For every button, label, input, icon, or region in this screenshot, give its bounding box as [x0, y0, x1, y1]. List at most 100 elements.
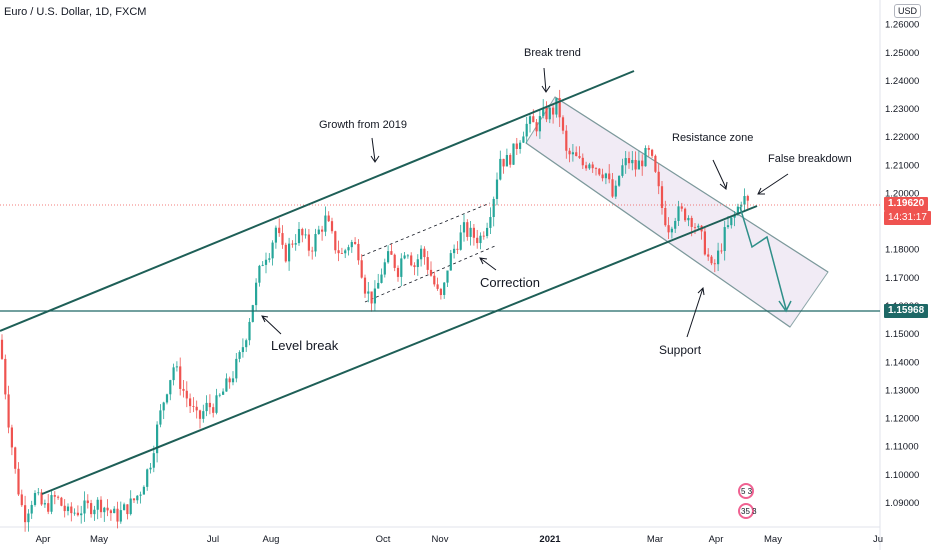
candle-body: [443, 282, 446, 295]
candle: [212, 403, 215, 418]
candle: [324, 206, 327, 237]
candle: [565, 125, 568, 159]
candle-body: [159, 410, 162, 425]
candle: [146, 468, 149, 491]
candle: [492, 196, 495, 227]
candle: [641, 154, 644, 176]
candle: [713, 259, 716, 273]
descending-channel-upper[interactable]: [554, 96, 829, 273]
candle: [142, 485, 145, 495]
candle-body: [258, 265, 261, 283]
candle-body: [129, 498, 132, 515]
candle: [350, 239, 353, 253]
annotation-growth: Growth from 2019: [319, 119, 407, 131]
candle: [80, 505, 83, 524]
candle-body: [703, 231, 706, 255]
candle: [60, 496, 63, 507]
ascending-channel-upper[interactable]: [0, 70, 635, 332]
candle: [317, 225, 320, 235]
candle: [172, 363, 175, 386]
candle: [730, 217, 733, 229]
candle-body: [588, 164, 591, 169]
candle-body: [651, 149, 654, 156]
candle-body: [182, 388, 185, 391]
candle: [192, 397, 195, 413]
candle-body: [456, 248, 459, 250]
candle-body: [614, 185, 617, 197]
candle-body: [17, 468, 20, 495]
candle-body: [231, 378, 235, 383]
candle: [281, 225, 284, 249]
candle: [231, 371, 235, 386]
level-break-arrow: [261, 315, 282, 335]
candle: [687, 215, 690, 227]
candle: [116, 501, 119, 529]
correction-channel-upper[interactable]: [361, 202, 491, 257]
candle-body: [165, 394, 169, 403]
candle: [222, 388, 225, 396]
candle: [670, 226, 673, 239]
candle: [215, 388, 218, 415]
y-tick-label: 1.15000: [885, 329, 919, 340]
y-tick-label: 1.14000: [885, 357, 919, 368]
candle-body: [60, 497, 63, 506]
countdown-badge: 14:31:17: [884, 211, 931, 225]
candle: [0, 334, 4, 361]
candle: [548, 104, 551, 124]
candle: [43, 499, 46, 508]
candle: [528, 113, 532, 133]
candle: [443, 281, 446, 299]
candle: [106, 499, 109, 517]
candle: [466, 219, 469, 241]
ascending-channel-lower[interactable]: [41, 205, 758, 495]
candle-body: [509, 155, 512, 165]
x-tick-label: Ju: [873, 534, 883, 545]
x-tick-label: May: [90, 534, 108, 545]
candle-body: [505, 155, 508, 167]
currency-button[interactable]: USD: [894, 4, 922, 18]
candle-body: [710, 256, 713, 264]
candle-body: [70, 506, 73, 514]
candle-body: [512, 143, 515, 165]
candle: [472, 224, 475, 246]
event-marker-2[interactable]: 35 3: [738, 503, 757, 519]
candle-body: [598, 168, 601, 175]
candle: [429, 261, 433, 277]
descending-channel-lower[interactable]: [525, 142, 791, 328]
candle: [561, 115, 565, 135]
candle: [462, 214, 466, 242]
candle-body: [390, 251, 393, 255]
candle-body: [175, 366, 178, 368]
candle-body: [746, 196, 749, 201]
projection-path[interactable]: [739, 206, 787, 310]
candle-body: [459, 232, 462, 250]
candlestick-series[interactable]: [0, 89, 749, 532]
x-tick-label: Aug: [263, 534, 280, 545]
candle-body: [489, 217, 492, 228]
candle-body: [723, 227, 726, 251]
candle: [667, 217, 670, 239]
candle-body: [241, 347, 244, 353]
candle-body: [225, 378, 228, 392]
candle-body: [192, 406, 195, 407]
candle: [7, 385, 10, 434]
x-tick-label: Apr: [709, 534, 724, 545]
candle-body: [670, 228, 673, 233]
event-marker-1[interactable]: 5 3: [738, 483, 754, 499]
candle-body: [558, 98, 561, 118]
candle-body: [436, 284, 439, 289]
candle: [469, 221, 472, 246]
candle: [519, 140, 522, 154]
candle: [703, 227, 706, 256]
candle-body: [591, 164, 594, 169]
candle-body: [169, 380, 172, 395]
candle-body: [482, 235, 485, 237]
candle-body: [344, 250, 347, 254]
price-axis[interactable]: 1.26000 1.25000 1.24000 1.23000 1.22000 1.210…: [885, 20, 919, 509]
candle-body: [383, 262, 386, 275]
support-arrow: [686, 286, 705, 338]
candle: [33, 490, 37, 507]
time-axis[interactable]: Apr May Jul Aug Oct Nov 2021 Mar Apr May Ju: [36, 534, 883, 545]
y-tick-label: 1.22000: [885, 132, 919, 143]
